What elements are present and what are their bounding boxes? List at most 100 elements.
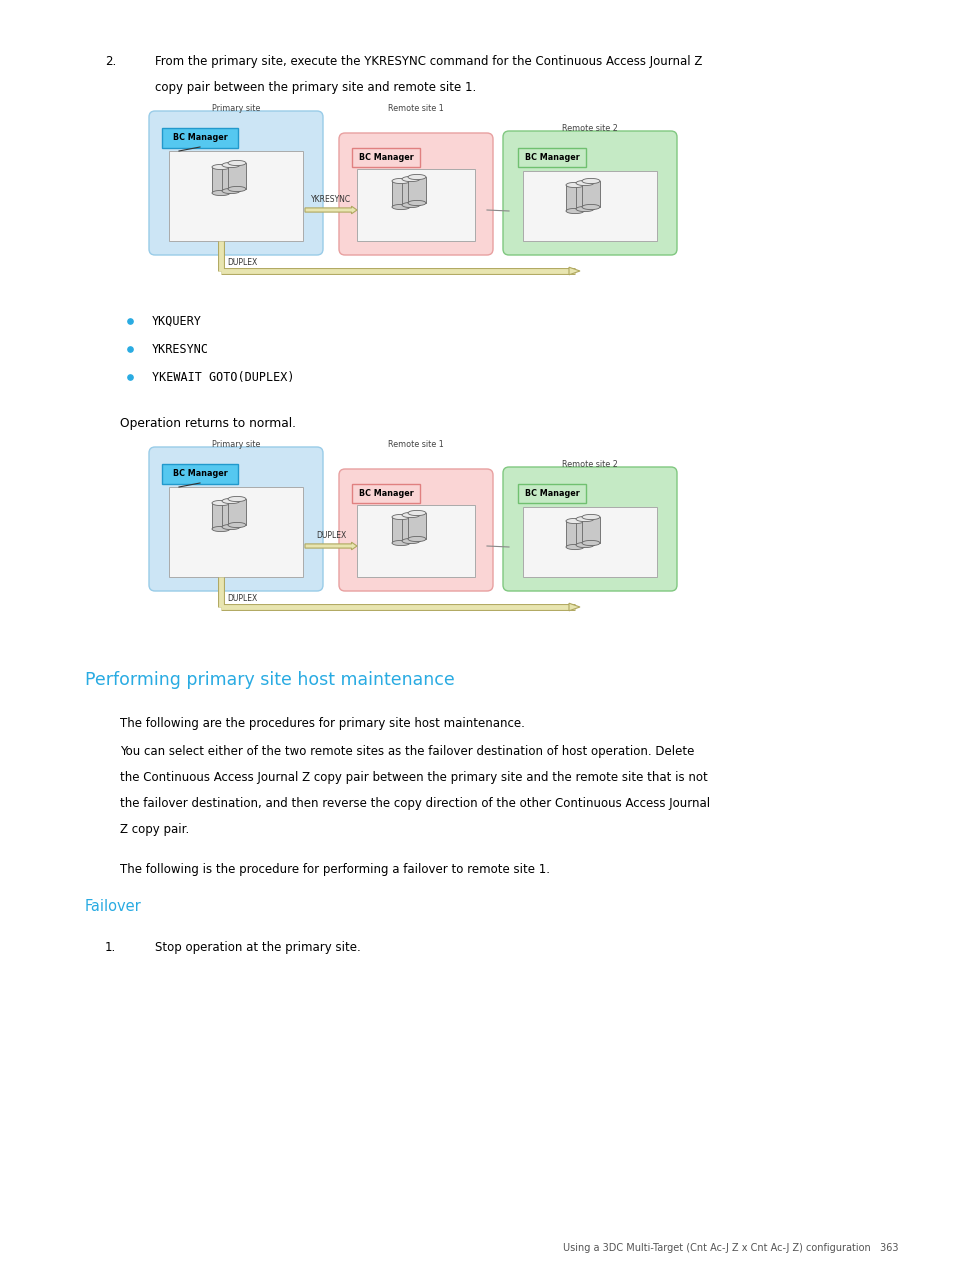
Text: Remote site 2: Remote site 2: [561, 125, 618, 133]
Ellipse shape: [222, 525, 240, 530]
Ellipse shape: [401, 202, 419, 207]
Text: the failover destination, and then reverse the copy direction of the other Conti: the failover destination, and then rever…: [120, 797, 709, 810]
FancyBboxPatch shape: [517, 484, 585, 503]
Bar: [228, 500, 246, 525]
Bar: [392, 517, 410, 543]
FancyBboxPatch shape: [149, 111, 323, 255]
Polygon shape: [305, 206, 356, 214]
Bar: [401, 515, 419, 541]
Ellipse shape: [392, 178, 410, 183]
FancyBboxPatch shape: [338, 133, 493, 255]
Text: 1.: 1.: [105, 941, 116, 955]
Text: YKRESYNC: YKRESYNC: [311, 194, 351, 205]
Text: Using a 3DC Multi-Target (Cnt Ac-J Z x Cnt Ac-J Z) configuration   363: Using a 3DC Multi-Target (Cnt Ac-J Z x C…: [563, 1243, 898, 1253]
Bar: [581, 180, 599, 207]
Ellipse shape: [212, 164, 230, 169]
Ellipse shape: [581, 540, 599, 545]
Bar: [356, 169, 475, 241]
Text: BC Manager: BC Manager: [358, 489, 413, 498]
Bar: [228, 163, 246, 189]
Ellipse shape: [565, 183, 583, 188]
Text: BC Manager: BC Manager: [172, 469, 227, 478]
Text: DUPLEX: DUPLEX: [315, 531, 346, 540]
Ellipse shape: [581, 515, 599, 520]
Text: Primary site: Primary site: [212, 440, 260, 449]
Bar: [565, 521, 583, 547]
Ellipse shape: [408, 201, 426, 206]
Bar: [581, 517, 599, 543]
FancyBboxPatch shape: [162, 128, 237, 147]
Ellipse shape: [392, 205, 410, 210]
Ellipse shape: [212, 501, 230, 506]
Text: the Continuous Access Journal Z copy pair between the primary site and the remot: the Continuous Access Journal Z copy pai…: [120, 771, 707, 784]
Bar: [169, 151, 303, 241]
Bar: [212, 503, 230, 529]
Ellipse shape: [576, 543, 594, 548]
Text: Remote site 1: Remote site 1: [388, 104, 443, 113]
Ellipse shape: [408, 174, 426, 179]
Ellipse shape: [565, 544, 583, 549]
Ellipse shape: [576, 206, 594, 211]
FancyBboxPatch shape: [352, 484, 419, 503]
FancyBboxPatch shape: [338, 469, 493, 591]
Text: Z copy pair.: Z copy pair.: [120, 824, 189, 836]
Ellipse shape: [212, 191, 230, 196]
Text: DUPLEX: DUPLEX: [227, 258, 257, 267]
Text: The following is the procedure for performing a failover to remote site 1.: The following is the procedure for perfo…: [120, 863, 550, 876]
Text: BC Manager: BC Manager: [172, 133, 227, 142]
Text: The following are the procedures for primary site host maintenance.: The following are the procedures for pri…: [120, 717, 524, 730]
Polygon shape: [568, 604, 579, 611]
Bar: [212, 167, 230, 193]
Polygon shape: [305, 543, 356, 550]
Text: YKQUERY: YKQUERY: [152, 315, 202, 328]
Text: DUPLEX: DUPLEX: [227, 594, 257, 602]
Text: copy pair between the primary site and remote site 1.: copy pair between the primary site and r…: [154, 81, 476, 94]
Text: Operation returns to normal.: Operation returns to normal.: [120, 417, 295, 430]
Ellipse shape: [212, 526, 230, 531]
Ellipse shape: [408, 536, 426, 541]
Ellipse shape: [401, 512, 419, 517]
Bar: [576, 183, 594, 208]
FancyBboxPatch shape: [517, 147, 585, 167]
Polygon shape: [568, 267, 579, 275]
Ellipse shape: [222, 163, 240, 168]
Bar: [408, 177, 426, 203]
Ellipse shape: [222, 498, 240, 503]
Ellipse shape: [581, 178, 599, 183]
Text: YKRESYNC: YKRESYNC: [152, 343, 209, 356]
FancyBboxPatch shape: [502, 131, 677, 255]
Ellipse shape: [228, 160, 246, 165]
Ellipse shape: [392, 540, 410, 545]
Bar: [522, 507, 657, 577]
Ellipse shape: [576, 180, 594, 186]
Bar: [222, 165, 240, 191]
Ellipse shape: [228, 497, 246, 502]
FancyBboxPatch shape: [162, 464, 237, 484]
Ellipse shape: [565, 208, 583, 214]
Ellipse shape: [228, 187, 246, 192]
Ellipse shape: [576, 516, 594, 521]
FancyBboxPatch shape: [352, 147, 419, 167]
FancyBboxPatch shape: [149, 447, 323, 591]
Text: BC Manager: BC Manager: [524, 153, 578, 161]
Bar: [522, 172, 657, 241]
Text: BC Manager: BC Manager: [524, 489, 578, 498]
Bar: [565, 186, 583, 211]
Bar: [408, 513, 426, 539]
Bar: [392, 180, 410, 207]
Ellipse shape: [581, 205, 599, 210]
Ellipse shape: [222, 188, 240, 193]
Bar: [401, 179, 419, 205]
Bar: [222, 501, 240, 527]
Text: Failover: Failover: [85, 899, 142, 914]
Ellipse shape: [401, 539, 419, 544]
Bar: [356, 505, 475, 577]
Text: Performing primary site host maintenance: Performing primary site host maintenance: [85, 671, 455, 689]
FancyBboxPatch shape: [502, 466, 677, 591]
Bar: [576, 519, 594, 545]
Bar: [169, 487, 303, 577]
Ellipse shape: [228, 522, 246, 527]
Text: Stop operation at the primary site.: Stop operation at the primary site.: [154, 941, 360, 955]
Text: Remote site 1: Remote site 1: [388, 440, 443, 449]
Text: 2.: 2.: [105, 55, 116, 69]
